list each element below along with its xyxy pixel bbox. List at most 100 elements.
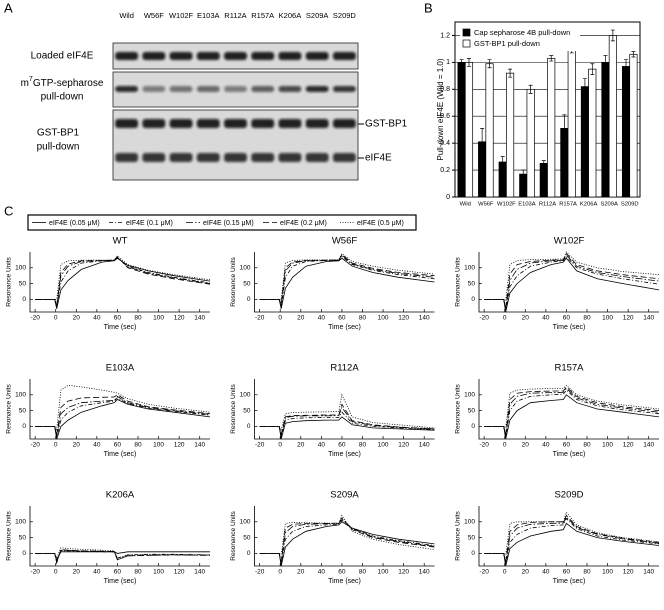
y-tick-label: 100 <box>15 392 26 399</box>
x-tick-label: 100 <box>153 569 164 576</box>
x-tick-label: -20 <box>255 569 265 576</box>
sensorgram <box>259 416 435 440</box>
y-axis-label: Resonance Units <box>6 257 13 307</box>
legend-box <box>27 214 417 231</box>
axes <box>478 252 659 313</box>
blot-band <box>169 153 193 162</box>
sensorgram <box>35 549 211 565</box>
x-tick-label: 20 <box>297 569 305 576</box>
sensorgram <box>35 395 211 436</box>
sensorgram <box>35 397 211 438</box>
x-tick-label: -20 <box>479 315 489 322</box>
sensorgram <box>484 254 660 309</box>
x-tick-label: 0 <box>503 315 507 322</box>
y-axis-label: Pull-down eIF4E (Wild = 1.0) <box>436 58 445 160</box>
sensorgram <box>259 252 435 300</box>
blot-band <box>251 52 275 60</box>
y-tick-label: 0 <box>22 550 26 557</box>
sensorgram <box>35 256 211 306</box>
x-tick-label: 120 <box>398 569 409 576</box>
y-axis-label: Resonance Units <box>230 257 237 307</box>
legend-label: eIF4E (0.5 μM) <box>357 220 404 227</box>
y-axis-label: Resonance Units <box>455 511 462 561</box>
x-tick-label: 140 <box>194 315 205 322</box>
error-bar <box>562 114 567 143</box>
x-tick-label: Wild <box>460 202 471 208</box>
axes <box>254 379 435 440</box>
x-tick-label: 20 <box>73 315 81 322</box>
sensorgram <box>259 411 435 438</box>
sensorgram <box>35 399 211 440</box>
sensorgram <box>259 254 435 306</box>
x-tick-label: 40 <box>542 569 550 576</box>
y-axis-label: Resonance Units <box>455 257 462 307</box>
row-label: pull-down <box>41 92 84 103</box>
sensorgram <box>484 256 660 311</box>
lane-label: Wild <box>119 11 134 20</box>
lane-label: K206A <box>279 11 302 20</box>
x-tick-label: 80 <box>583 569 591 576</box>
x-tick-label: 0 <box>278 569 282 576</box>
blot-band <box>142 119 166 128</box>
y-tick-label: 0.4 <box>440 140 450 147</box>
y-tick-label: 100 <box>240 265 251 272</box>
error-bar <box>459 59 464 66</box>
sensorgram <box>35 257 211 309</box>
x-tick-label: 60 <box>114 442 122 449</box>
y-tick-label: 0 <box>22 296 26 303</box>
lane-label: R157A <box>251 11 274 20</box>
legend-label: Cap sepharose 4B pull-down <box>474 28 570 37</box>
chart-title: W102F <box>554 236 585 247</box>
x-tick-label: 120 <box>174 315 185 322</box>
bar <box>588 68 597 198</box>
error-bar <box>500 156 505 168</box>
axes <box>254 252 435 313</box>
error-bar <box>603 55 608 70</box>
blot-band <box>169 86 193 92</box>
bar <box>580 86 589 198</box>
error-bar <box>541 160 546 167</box>
x-tick-label: 40 <box>93 315 101 322</box>
band-label: GST-BP1 <box>365 119 408 130</box>
sensorgram <box>484 511 660 556</box>
error-bar <box>466 57 471 67</box>
x-tick-label: K206A <box>580 202 598 208</box>
sensorgram <box>259 406 435 436</box>
x-tick-label: 140 <box>419 442 430 449</box>
y-tick-label: 100 <box>15 519 26 526</box>
sensorgram <box>259 521 435 567</box>
error-bar <box>624 59 629 74</box>
x-tick-label: 80 <box>359 315 367 322</box>
x-tick-label: 0 <box>54 569 58 576</box>
x-tick-label: 20 <box>297 442 305 449</box>
blot-band <box>169 119 193 128</box>
lane-label: R112A <box>224 11 246 20</box>
y-tick-label: 1 <box>446 59 450 66</box>
chart-title: R157A <box>554 363 584 374</box>
y-tick-label: 100 <box>464 265 475 272</box>
x-tick-label: 60 <box>563 569 571 576</box>
legend-swatch <box>462 39 471 48</box>
x-tick-label: 100 <box>378 315 389 322</box>
sensorgram <box>484 516 660 563</box>
y-tick-label: 0 <box>22 423 26 430</box>
x-tick-label: 140 <box>194 569 205 576</box>
blot-band <box>278 86 302 92</box>
blot-band <box>224 86 247 92</box>
panel-label: C <box>4 203 13 218</box>
lane-label: W56F <box>144 11 164 20</box>
x-tick-label: 80 <box>134 569 142 576</box>
y-tick-label: 50 <box>468 407 476 414</box>
sensorgram <box>35 394 211 435</box>
bar <box>601 62 610 198</box>
x-tick-label: E103A <box>518 202 536 208</box>
sensorgram <box>35 384 211 431</box>
y-axis-label: Resonance Units <box>6 384 13 434</box>
chart-title: R112A <box>330 363 359 374</box>
row-label: m7GTP-sepharose <box>21 76 104 89</box>
blot-band <box>332 119 356 128</box>
blot-band <box>305 52 329 60</box>
x-axis-label: Time (sec) <box>553 578 586 585</box>
x-tick-label: 100 <box>602 442 613 449</box>
blot-band <box>196 86 220 92</box>
